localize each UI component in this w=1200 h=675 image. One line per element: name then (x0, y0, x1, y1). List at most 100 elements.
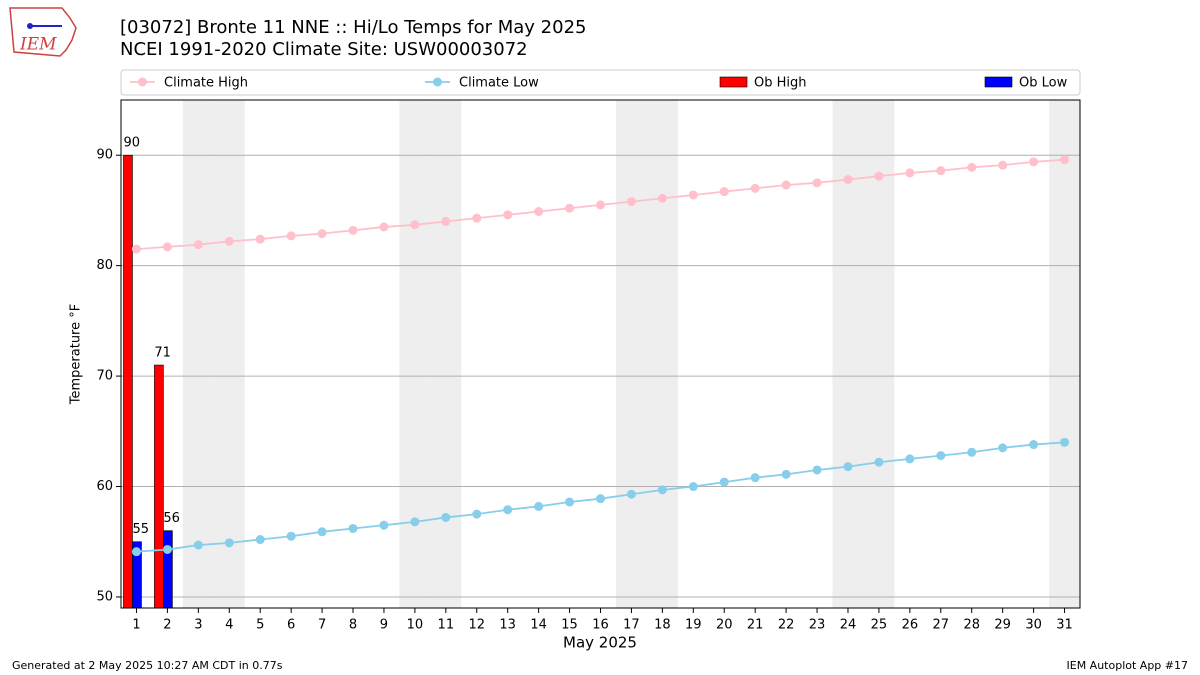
point (472, 509, 482, 519)
point (286, 531, 296, 541)
point (967, 162, 977, 172)
footer-right: IEM Autoplot App #17 (1067, 659, 1189, 672)
point (441, 512, 451, 522)
point (596, 494, 605, 504)
weekend-shade (1049, 100, 1080, 608)
legend-box (120, 69, 1081, 96)
logo-text: IEM (19, 35, 57, 55)
weekend-shade (182, 100, 214, 608)
x-tick-label: 8 (349, 618, 357, 633)
legend-label: Ob Low (1019, 76, 1068, 91)
x-tick-label: 3 (194, 618, 202, 633)
point (1029, 440, 1039, 450)
x-tick-label: 23 (809, 618, 826, 633)
point (812, 178, 822, 188)
x-tick-label: 21 (747, 618, 764, 633)
point (317, 527, 327, 537)
legend-label: Ob High (754, 76, 807, 91)
legend-label: Climate High (164, 76, 248, 91)
logo-outline (9, 7, 77, 57)
point (688, 482, 698, 492)
point (719, 187, 729, 197)
point (193, 240, 203, 250)
x-tick-label: 16 (592, 618, 609, 633)
legend-marker (138, 77, 147, 87)
point (472, 213, 482, 223)
y-tick-label: 70 (96, 369, 113, 384)
point (967, 447, 977, 457)
point (998, 443, 1008, 453)
point (905, 454, 915, 464)
y-tick-label: 50 (96, 589, 113, 604)
point (441, 216, 451, 226)
x-tick-label: 25 (871, 618, 888, 633)
point (626, 489, 636, 499)
point (688, 190, 698, 200)
point (1060, 155, 1070, 165)
footer-left: Generated at 2 May 2025 10:27 AM CDT in … (12, 659, 283, 672)
x-tick-label: 12 (468, 618, 485, 633)
legend-label: Climate Low (459, 76, 539, 91)
point (317, 229, 327, 239)
point (503, 505, 513, 515)
point (905, 168, 915, 178)
point (565, 203, 575, 213)
point (812, 465, 822, 475)
point (565, 497, 575, 507)
point (503, 210, 513, 220)
x-tick-label: 28 (963, 618, 980, 633)
point (719, 477, 729, 487)
point (534, 207, 544, 217)
x-tick-label: 14 (530, 618, 547, 633)
x-tick-label: 11 (438, 618, 455, 633)
point (162, 544, 172, 554)
weekend-shade (832, 100, 864, 608)
point (410, 220, 420, 230)
point (348, 523, 358, 533)
weekend-shade (399, 100, 431, 608)
point (596, 200, 605, 210)
weekend-shade (863, 100, 895, 608)
bar (154, 364, 164, 609)
x-tick-label: 24 (840, 618, 857, 633)
y-axis-label: Temperature °F (69, 304, 84, 405)
x-tick-label: 4 (225, 618, 233, 633)
x-tick-label: 20 (716, 618, 733, 633)
y-tick-label: 60 (96, 479, 113, 494)
point (1060, 437, 1070, 447)
x-tick-label: 29 (994, 618, 1011, 633)
x-tick-label: 1 (132, 618, 140, 633)
point (224, 538, 234, 548)
point (626, 197, 636, 207)
point (781, 469, 791, 479)
x-tick-label: 27 (933, 618, 950, 633)
logo-dot (27, 23, 33, 29)
point (998, 160, 1008, 170)
point (936, 166, 946, 176)
x-tick-label: 22 (778, 618, 795, 633)
logo: IEM (9, 7, 77, 57)
point (131, 244, 141, 254)
x-tick-label: 6 (287, 618, 295, 633)
point (255, 535, 265, 545)
legend-marker (433, 77, 442, 87)
point (936, 451, 946, 461)
point (843, 462, 853, 472)
x-tick-label: 13 (499, 618, 516, 633)
point (131, 547, 141, 557)
bar-value-label: 56 (163, 511, 180, 526)
x-tick-label: 15 (561, 618, 578, 633)
legend-swatch (719, 76, 748, 88)
point (286, 231, 296, 241)
x-axis-label: May 2025 (563, 634, 637, 652)
x-tick-label: 5 (256, 618, 264, 633)
x-tick-label: 9 (380, 618, 388, 633)
point (224, 236, 234, 246)
weekend-shade (430, 100, 462, 608)
chart-title: [03072] Bronte 11 NNE :: Hi/Lo Temps for… (120, 17, 587, 38)
x-tick-label: 10 (407, 618, 424, 633)
x-tick-label: 19 (685, 618, 702, 633)
point (379, 520, 389, 530)
weekend-shade (213, 100, 245, 608)
